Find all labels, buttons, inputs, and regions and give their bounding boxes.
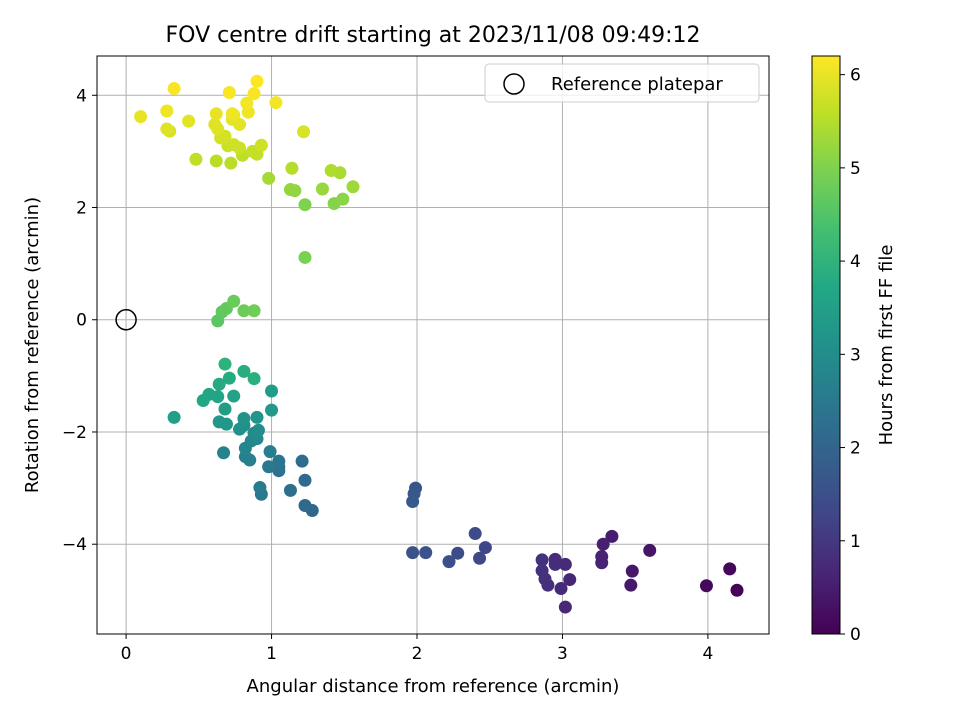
legend: Reference platepar: [485, 64, 759, 102]
colorbar-tick-label: 2: [850, 439, 861, 459]
data-point: [347, 180, 360, 193]
data-point: [219, 402, 232, 415]
data-point: [160, 122, 173, 135]
x-axis-label: Angular distance from reference (arcmin): [247, 676, 620, 697]
colorbar-tick-label: 0: [850, 625, 861, 645]
data-point: [265, 385, 278, 398]
x-tick-label: 4: [702, 644, 713, 664]
data-point: [284, 484, 297, 497]
data-point: [597, 538, 610, 551]
data-point: [336, 193, 349, 206]
data-point: [168, 82, 181, 95]
data-point: [262, 460, 275, 473]
data-point: [536, 553, 549, 566]
data-point: [296, 455, 309, 468]
colorbar-label: Hours from first FF file: [876, 245, 897, 446]
plot-frame: [97, 56, 769, 634]
data-point: [248, 372, 261, 385]
data-point: [210, 107, 223, 120]
data-point: [248, 87, 261, 100]
data-point: [252, 424, 265, 437]
data-point: [213, 415, 226, 428]
data-point: [723, 562, 736, 575]
colorbar-tick-label: 3: [850, 345, 861, 365]
data-point: [299, 474, 312, 487]
data-point: [265, 404, 278, 417]
data-point: [227, 295, 240, 308]
data-point: [248, 304, 261, 317]
data-point: [299, 251, 312, 264]
colorbar-tick-label: 4: [850, 252, 861, 272]
data-point: [626, 565, 639, 578]
data-point: [227, 390, 240, 403]
data-point: [473, 552, 486, 565]
chart-figure: 0 1 2 3 4 −4 −2 0 2 4 FOV centre drift starting …: [0, 0, 960, 720]
data-point: [406, 546, 419, 559]
colorbar-tick-label: 1: [850, 532, 861, 552]
data-point: [316, 182, 329, 195]
data-point: [731, 584, 744, 597]
colorbar-gradient: [812, 56, 840, 634]
data-point: [624, 579, 637, 592]
chart-title: FOV centre drift starting at 2023/11/08 …: [166, 23, 701, 48]
data-point: [197, 394, 210, 407]
data-point: [223, 372, 236, 385]
data-point: [299, 499, 312, 512]
data-point: [134, 110, 147, 123]
data-point: [264, 445, 277, 458]
data-point: [469, 527, 482, 540]
x-axis-ticks: 0 1 2 3 4: [121, 634, 714, 664]
y-axis-ticks: −4 −2 0 2 4: [62, 86, 97, 555]
data-point: [285, 162, 298, 175]
data-point: [406, 495, 419, 508]
colorbar-tick-label: 6: [850, 66, 861, 86]
y-tick-label: 2: [76, 199, 87, 219]
y-tick-label: 0: [76, 311, 87, 331]
data-point: [325, 164, 338, 177]
data-point: [168, 411, 181, 424]
data-point: [182, 115, 195, 128]
y-tick-label: −4: [62, 535, 87, 555]
legend-entry-label: Reference platepar: [551, 74, 723, 95]
data-point: [297, 125, 310, 138]
grid-lines: [97, 56, 769, 634]
data-point: [299, 198, 312, 211]
y-axis-label: Rotation from reference (arcmin): [22, 197, 43, 493]
data-point: [443, 555, 456, 568]
data-point: [255, 139, 268, 152]
x-tick-label: 3: [557, 644, 568, 664]
data-point: [262, 172, 275, 185]
data-point: [419, 546, 432, 559]
data-point: [284, 183, 297, 196]
data-point: [549, 558, 562, 571]
data-points: [134, 75, 743, 614]
data-point: [700, 579, 713, 592]
colorbar-tick-label: 5: [850, 159, 861, 179]
data-point: [559, 601, 572, 614]
data-point: [160, 104, 173, 117]
data-point: [555, 582, 568, 595]
x-tick-label: 2: [412, 644, 423, 664]
data-point: [251, 75, 264, 88]
data-point: [251, 411, 264, 424]
data-point: [226, 107, 239, 120]
x-tick-label: 0: [121, 644, 132, 664]
colorbar-ticks: 0 1 2 3 4 5 6: [840, 66, 861, 645]
x-tick-label: 1: [266, 644, 277, 664]
data-point: [643, 544, 656, 557]
data-point: [219, 358, 232, 371]
data-point: [189, 153, 202, 166]
data-point: [210, 154, 223, 167]
data-point: [253, 481, 266, 494]
data-point: [269, 96, 282, 109]
data-point: [217, 446, 230, 459]
data-point: [237, 412, 250, 425]
scatter-chart: 0 1 2 3 4 −4 −2 0 2 4 FOV centre drift starting …: [0, 0, 960, 720]
y-tick-label: 4: [76, 86, 87, 106]
data-point: [224, 157, 237, 170]
y-tick-label: −2: [62, 423, 87, 443]
colorbar: 0 1 2 3 4 5 6 Hours from first FF file: [812, 56, 897, 645]
data-point: [223, 86, 236, 99]
data-point: [595, 556, 608, 569]
